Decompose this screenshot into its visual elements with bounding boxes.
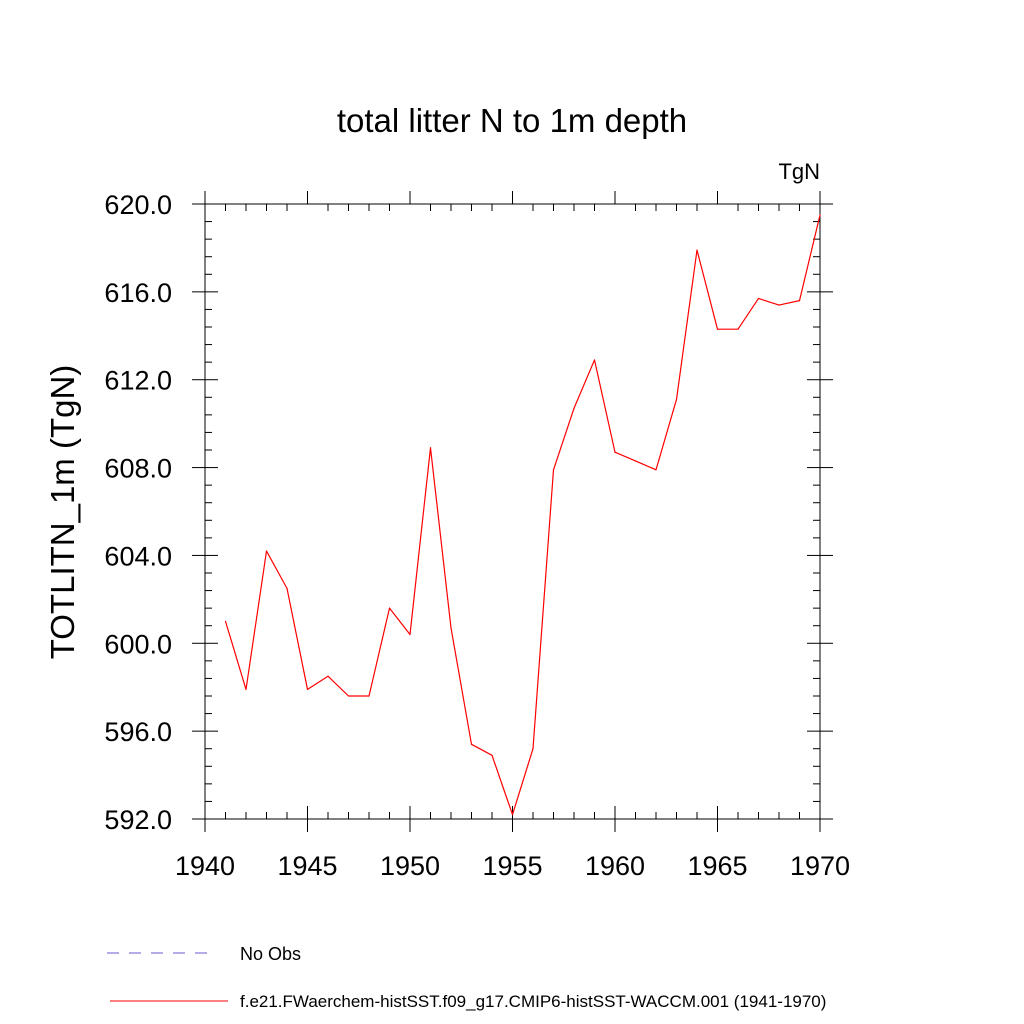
legend-label-no-obs: No Obs xyxy=(240,944,301,964)
data-point xyxy=(716,328,719,330)
x-tick-label: 1955 xyxy=(482,851,542,881)
y-tick-label: 620.0 xyxy=(104,190,172,220)
data-point xyxy=(819,214,821,216)
data-point xyxy=(696,249,698,251)
data-point xyxy=(450,627,452,629)
series-layer xyxy=(224,214,821,816)
x-tick-label: 1970 xyxy=(790,851,850,881)
y-tick-label: 616.0 xyxy=(104,278,172,308)
data-point xyxy=(245,688,247,691)
data-point xyxy=(532,748,534,750)
data-point xyxy=(491,754,493,756)
data-point xyxy=(327,675,329,677)
x-tick-labels: 1940 1945 1950 1955 1960 1965 1970 xyxy=(175,851,850,881)
major-ticks xyxy=(192,191,833,832)
series-line-0 xyxy=(224,214,821,816)
plot-frame xyxy=(204,203,821,820)
minor-ticks xyxy=(205,204,820,819)
data-point xyxy=(470,743,473,745)
data-point xyxy=(675,398,678,401)
data-point xyxy=(757,297,760,300)
data-point xyxy=(409,633,411,636)
data-point xyxy=(634,460,637,462)
y-tick-label: 592.0 xyxy=(104,805,172,835)
data-point xyxy=(306,688,309,691)
data-point xyxy=(388,607,391,609)
y-tick-label: 596.0 xyxy=(104,717,172,747)
data-point xyxy=(286,587,288,589)
y-tick-label: 608.0 xyxy=(104,454,172,484)
legend: No Obs f.e21.FWaerchem-histSST.f09_g17.C… xyxy=(107,944,826,1011)
x-tick-label: 1950 xyxy=(380,851,440,881)
x-tick-label: 1940 xyxy=(175,851,235,881)
data-point xyxy=(573,407,575,409)
x-tick-label: 1965 xyxy=(687,851,747,881)
y-tick-label: 604.0 xyxy=(104,541,172,571)
data-point xyxy=(265,550,268,552)
data-point xyxy=(737,328,739,330)
data-point xyxy=(347,695,350,697)
y-tick-label: 612.0 xyxy=(104,366,172,396)
data-point xyxy=(429,447,432,449)
legend-label-model: f.e21.FWaerchem-histSST.f09_g17.CMIP6-hi… xyxy=(240,992,826,1011)
chart-title: total litter N to 1m depth xyxy=(337,102,687,139)
x-tick-label: 1945 xyxy=(277,851,337,881)
data-point xyxy=(614,451,616,453)
data-point xyxy=(655,469,657,471)
y-axis-label: TOTLITN_1m (TgN) xyxy=(44,365,81,660)
y-tick-labels: 592.0 596.0 600.0 604.0 608.0 612.0 616.0 620.0 xyxy=(104,190,172,835)
data-point xyxy=(778,304,780,306)
data-point xyxy=(224,620,227,622)
data-point xyxy=(368,695,370,697)
data-point xyxy=(593,359,596,361)
data-point xyxy=(552,469,555,471)
data-point xyxy=(798,300,801,302)
units-label: TgN xyxy=(778,159,820,184)
x-tick-label: 1960 xyxy=(585,851,645,881)
data-point xyxy=(511,814,514,816)
y-tick-label: 600.0 xyxy=(104,629,172,659)
